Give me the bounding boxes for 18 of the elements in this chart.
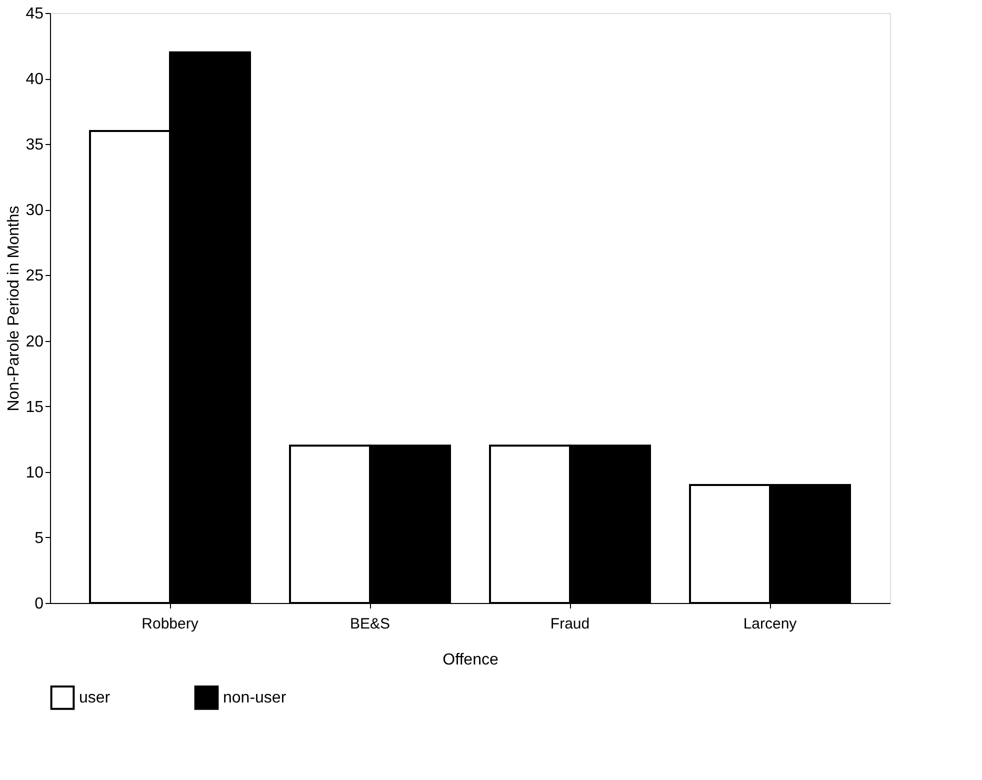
y-tick-label: 25 [26, 268, 44, 285]
legend-label: user [79, 690, 111, 707]
x-tick-label: Fraud [550, 616, 590, 632]
x-tick-label: BE&S [350, 616, 390, 632]
y-axis-title: Non-Parole Period in Months [6, 206, 23, 412]
x-tick-label: Larceny [743, 616, 798, 632]
y-tick-label: 10 [26, 464, 44, 482]
y-tick-label: 0 [34, 596, 44, 612]
y-tick-label: 5 [34, 530, 44, 547]
y-tick-label: 40 [26, 71, 44, 88]
y-tick-label: 15 [26, 398, 44, 416]
x-axis-title: Offence [442, 652, 498, 668]
y-tick-label: 35 [26, 136, 44, 154]
x-tick-label: Robbery [142, 616, 199, 632]
y-tick-label: 30 [26, 202, 44, 220]
y-tick-label: 20 [26, 333, 44, 350]
legend-label: non-user [223, 690, 287, 707]
y-tick-label: 45 [26, 6, 44, 22]
